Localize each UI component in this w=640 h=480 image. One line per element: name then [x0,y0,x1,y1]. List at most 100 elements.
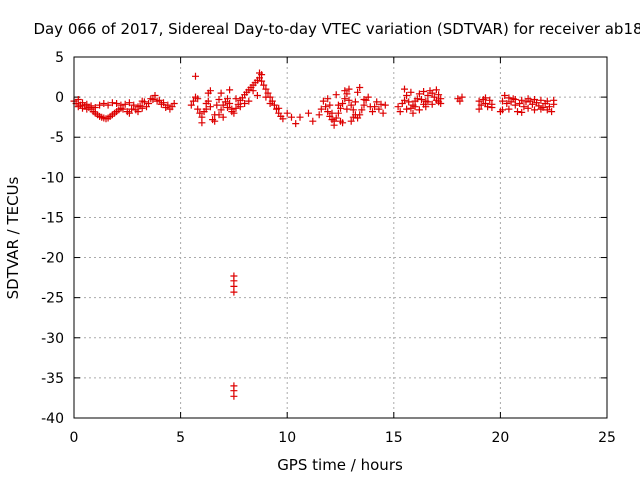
data-point [548,108,556,116]
data-point [339,100,347,107]
data-point [422,103,430,111]
data-points [70,69,558,400]
y-tick-label: -20 [41,251,64,267]
data-point [364,93,372,101]
data-point [125,109,133,117]
data-point [396,108,404,116]
data-point [217,89,225,97]
x-tick-label: 5 [176,430,185,446]
data-point [486,96,494,104]
data-point [356,111,364,119]
data-point [475,105,483,113]
data-point [328,109,336,117]
y-tick-label: -30 [41,331,64,347]
data-point [168,103,176,111]
data-point [503,100,511,107]
data-point [543,106,551,114]
x-tick-label: 20 [491,430,509,446]
data-point [531,106,538,114]
data-point [253,92,261,99]
data-point [206,87,214,95]
data-point [230,288,238,296]
data-point [324,95,332,103]
data-point [292,120,300,128]
data-point [100,100,108,107]
data-point [324,108,332,116]
data-point [394,103,402,111]
y-tick-label: 0 [55,90,64,106]
data-point [420,88,428,95]
data-point [215,111,223,119]
y-tick-label: -35 [41,371,64,387]
x-axis-label: GPS time / hours [277,456,403,474]
data-point [356,84,364,91]
data-point [341,87,349,95]
data-point [413,95,421,103]
data-point [258,77,266,85]
data-point [345,96,353,104]
data-point [134,108,142,116]
data-point [96,101,104,109]
data-point [213,101,221,109]
data-point [138,104,146,112]
data-point [349,106,357,114]
data-point [511,96,519,103]
y-tick-label: -40 [41,411,64,427]
data-point [371,103,379,111]
data-point [128,105,136,113]
y-axis-label: SDTVAR / TECUs [4,176,22,299]
chart-title: Day 066 of 2017, Sidereal Day-to-day VTE… [33,20,640,38]
data-point [74,103,82,111]
data-point [224,104,231,111]
grid [74,57,607,418]
plot-frame [73,56,608,419]
data-point [155,96,163,104]
data-point [194,105,202,113]
data-point [91,104,99,111]
data-point [334,101,342,109]
data-point [347,101,355,109]
data-point [499,106,506,114]
data-point [226,100,234,107]
data-point [354,88,362,96]
data-point [401,96,408,104]
data-point [381,101,389,109]
data-point [501,92,509,99]
data-point [330,121,338,129]
data-point [317,105,325,113]
data-point [437,100,445,107]
data-point [537,96,545,104]
data-point [458,93,466,101]
data-point [279,115,287,123]
data-point [428,100,436,108]
data-point [477,101,485,109]
data-point [270,101,278,109]
data-point [189,97,197,105]
data-point [456,97,464,105]
data-point [241,100,249,107]
x-tick-label: 25 [598,430,616,446]
data-point [264,89,272,97]
data-point [337,117,344,125]
data-point [83,105,91,113]
data-point [543,97,551,105]
data-point [130,101,138,109]
data-point [347,117,355,125]
data-point [108,99,116,107]
y-tick-label: -25 [41,291,64,307]
data-point [499,97,506,105]
data-point [315,111,323,119]
data-point [204,97,212,105]
data-point [401,85,408,93]
data-point [256,69,263,77]
data-point [121,100,129,108]
data-point [232,104,240,112]
y-tick-label: -15 [41,210,64,226]
data-point [228,108,236,116]
y-tick-label: -10 [41,170,64,186]
data-point [226,86,234,94]
x-tick-label: 0 [70,430,79,446]
data-point [202,105,210,113]
data-point [403,105,411,113]
data-point [262,93,270,101]
